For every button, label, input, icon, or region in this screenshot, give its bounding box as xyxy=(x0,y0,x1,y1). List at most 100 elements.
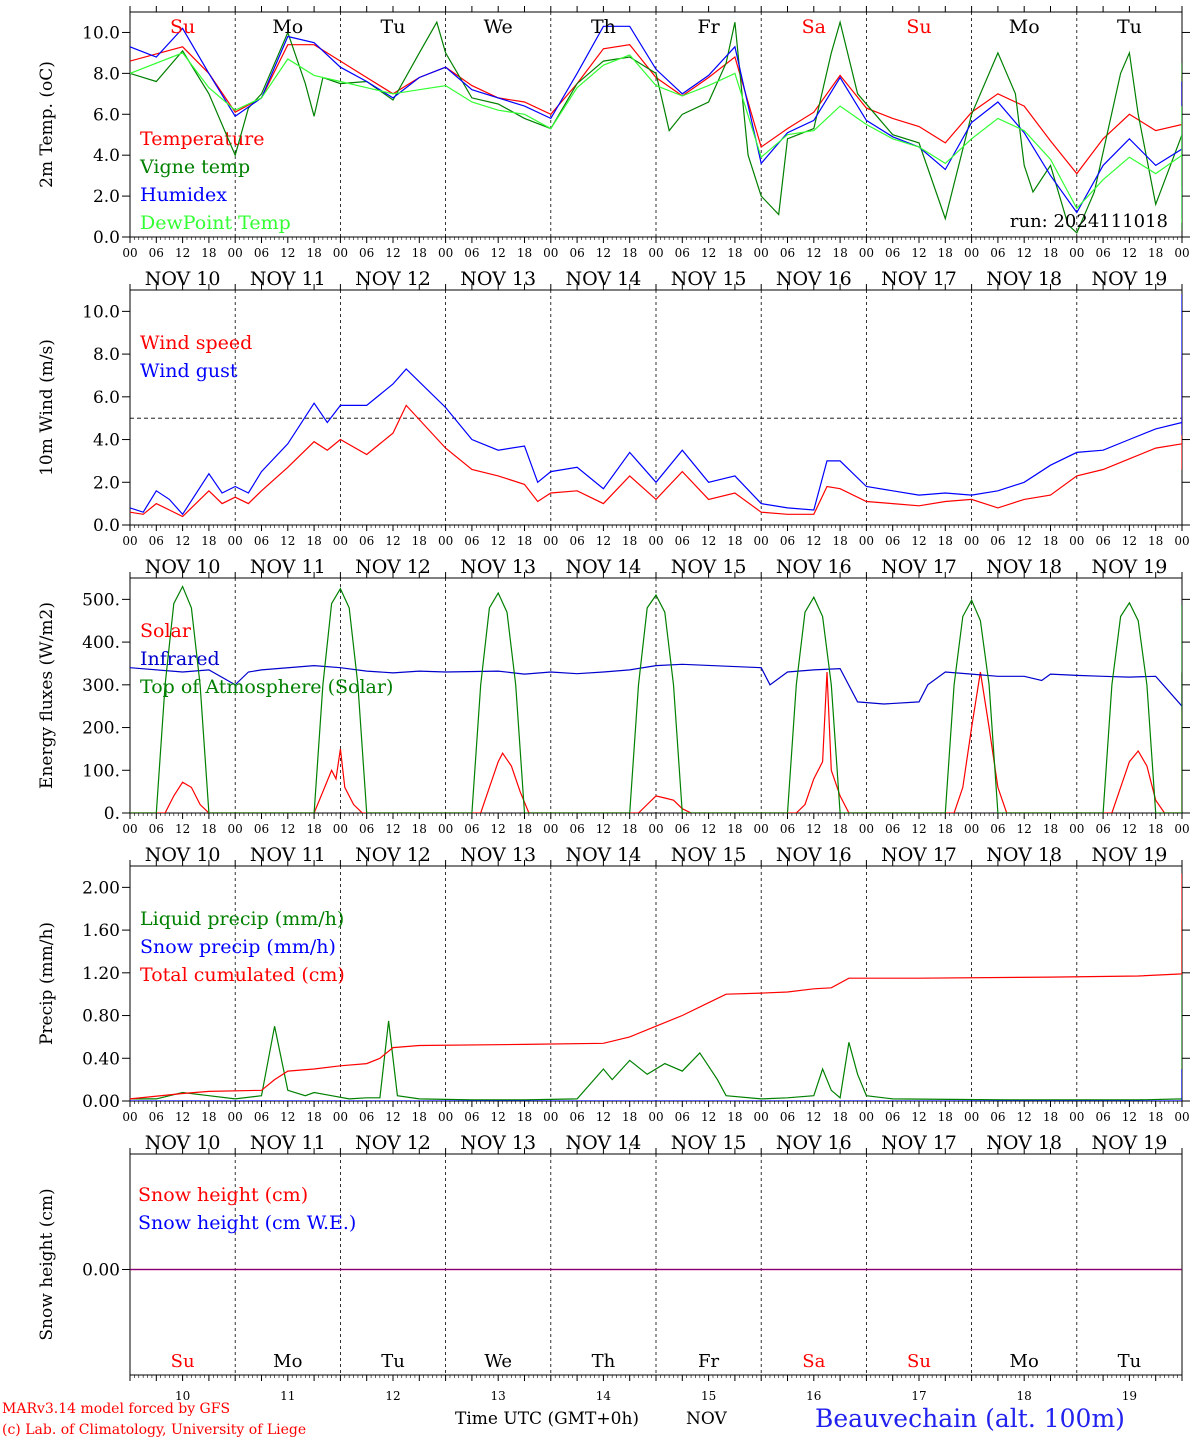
hour-label: 12 xyxy=(1017,822,1032,836)
hour-label: 12 xyxy=(911,1110,926,1124)
hour-label: 00 xyxy=(1174,246,1189,260)
day-abbr: Su xyxy=(906,16,931,38)
date-label: NOV 19 xyxy=(1091,556,1167,578)
hour-label: 00 xyxy=(964,822,979,836)
hour-label: 06 xyxy=(675,822,690,836)
hour-label: 00 xyxy=(228,534,243,548)
y-tick-label: 1.60 xyxy=(82,921,120,941)
day-number: 13 xyxy=(491,1389,506,1403)
hour-label: 06 xyxy=(780,822,795,836)
date-label: NOV 12 xyxy=(355,268,431,290)
hour-label: 06 xyxy=(149,822,164,836)
date-label: NOV 17 xyxy=(881,268,957,290)
y-tick-label: 8.0 xyxy=(93,345,120,365)
date-label: NOV 19 xyxy=(1091,1132,1167,1154)
hour-label: 18 xyxy=(306,1110,321,1124)
hour-label: 18 xyxy=(622,246,637,260)
date-label: NOV 16 xyxy=(776,844,852,866)
hour-label: 06 xyxy=(569,246,584,260)
legend-entry: Liquid precip (mm/h) xyxy=(140,908,344,930)
hour-label: 06 xyxy=(990,1110,1005,1124)
legend-entry: Top of Atmosphere (Solar) xyxy=(140,676,393,698)
date-label: NOV 10 xyxy=(145,1132,221,1154)
day-number: 17 xyxy=(911,1389,926,1403)
day-abbr: Tu xyxy=(1118,1351,1142,1372)
hour-label: 12 xyxy=(175,534,190,548)
y-tick-label: 0.40 xyxy=(82,1049,120,1069)
hour-label: 18 xyxy=(1043,822,1058,836)
hour-label: 18 xyxy=(727,246,742,260)
hour-label: 00 xyxy=(1069,1110,1084,1124)
date-label: NOV 11 xyxy=(250,556,326,578)
hour-label: 06 xyxy=(675,534,690,548)
legend-entry: Wind speed xyxy=(140,332,252,354)
y-tick-label: 0.80 xyxy=(82,1007,120,1027)
hour-label: 18 xyxy=(517,534,532,548)
day-number: 14 xyxy=(596,1389,612,1403)
hour-label: 06 xyxy=(569,534,584,548)
date-label: NOV 17 xyxy=(881,844,957,866)
day-abbr: Tu xyxy=(1117,16,1142,38)
hour-label: 12 xyxy=(175,822,190,836)
hour-label: 12 xyxy=(596,1110,611,1124)
hour-label: 18 xyxy=(938,822,953,836)
day-number: 11 xyxy=(280,1389,295,1403)
hour-label: 12 xyxy=(701,534,716,548)
hour-label: 18 xyxy=(832,822,847,836)
hour-label: 00 xyxy=(964,534,979,548)
panel-2: 0.0 2.0 4.0 6.0 8.0 10.0 10m Wind (m/s) Wind sp… xyxy=(37,284,1190,578)
hour-label: 00 xyxy=(754,534,769,548)
hour-label: 12 xyxy=(701,822,716,836)
y-tick-label: 8.0 xyxy=(93,64,120,84)
date-label: NOV 10 xyxy=(145,556,221,578)
hour-label: 06 xyxy=(990,246,1005,260)
hour-label: 18 xyxy=(201,822,216,836)
day-number: 16 xyxy=(806,1389,821,1403)
hour-label: 06 xyxy=(464,1110,479,1124)
day-abbr: Sa xyxy=(802,1351,825,1372)
day-abbr: Fr xyxy=(698,1351,719,1372)
hour-label: 12 xyxy=(701,246,716,260)
hour-label: 18 xyxy=(201,534,216,548)
date-label: NOV 12 xyxy=(355,556,431,578)
hour-label: 00 xyxy=(859,1110,874,1124)
hour-label: 12 xyxy=(1122,246,1137,260)
series-line xyxy=(130,585,1182,813)
hour-label: 18 xyxy=(622,822,637,836)
series-line xyxy=(130,52,1182,223)
date-label: NOV 13 xyxy=(460,844,536,866)
hour-label: 12 xyxy=(385,1110,400,1124)
time-axis-label: Time UTC (GMT+0h) xyxy=(455,1409,639,1429)
y-tick-label: 0.0 xyxy=(93,228,120,248)
day-abbr: Su xyxy=(170,16,195,38)
lab-credit: (c) Lab. of Climatology, University of L… xyxy=(2,1422,306,1438)
hour-label: 18 xyxy=(727,1110,742,1124)
hour-label: 06 xyxy=(885,246,900,260)
hour-label: 12 xyxy=(596,246,611,260)
hour-label: 00 xyxy=(438,822,453,836)
y-tick-label: 4.0 xyxy=(93,146,120,166)
hour-label: 12 xyxy=(385,534,400,548)
date-label: NOV 17 xyxy=(881,1132,957,1154)
hour-label: 00 xyxy=(228,246,243,260)
y-tick-label: 1.20 xyxy=(82,964,120,984)
hour-label: 12 xyxy=(491,1110,506,1124)
hour-label: 06 xyxy=(149,1110,164,1124)
hour-label: 06 xyxy=(780,534,795,548)
date-label: NOV 13 xyxy=(460,1132,536,1154)
date-label: NOV 15 xyxy=(671,268,747,290)
hour-label: 06 xyxy=(675,246,690,260)
hour-label: 06 xyxy=(359,534,374,548)
day-number: 18 xyxy=(1017,1389,1032,1403)
hour-label: 00 xyxy=(1069,534,1084,548)
hour-label: 00 xyxy=(754,1110,769,1124)
hour-label: 18 xyxy=(306,822,321,836)
hour-label: 00 xyxy=(333,822,348,836)
hour-label: 12 xyxy=(280,822,295,836)
hour-label: 06 xyxy=(1095,1110,1110,1124)
hour-label: 18 xyxy=(201,1110,216,1124)
day-abbr: We xyxy=(484,16,513,38)
run-label: run: 2024111018 xyxy=(1010,211,1168,232)
station-name: Beauvechain (alt. 100m) xyxy=(815,1404,1125,1433)
